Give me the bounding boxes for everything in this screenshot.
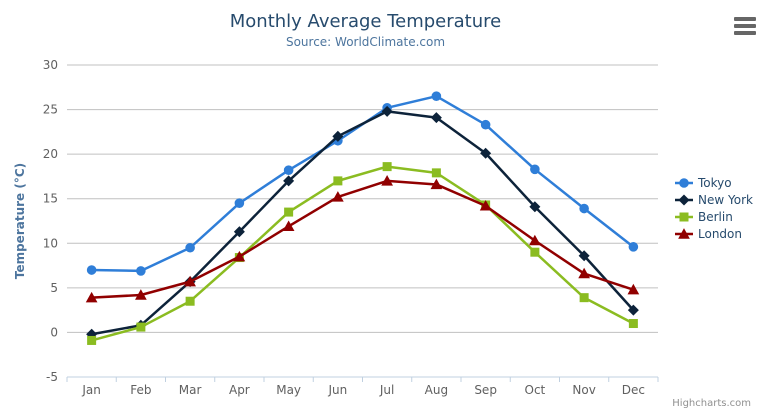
- series-point-new-york[interactable]: [283, 175, 295, 187]
- legend-symbol-marker: [678, 228, 690, 239]
- series-point-new-york[interactable]: [627, 304, 639, 316]
- series-point-london[interactable]: [135, 289, 147, 300]
- series-point-berlin[interactable]: [431, 168, 441, 178]
- series-point-berlin[interactable]: [530, 247, 540, 257]
- series-point-berlin[interactable]: [333, 176, 343, 186]
- series-point-new-york[interactable]: [529, 201, 541, 213]
- series-point-london[interactable]: [282, 220, 295, 232]
- series-point-london[interactable]: [578, 267, 590, 279]
- legend-item-berlin[interactable]: Berlin: [674, 210, 753, 224]
- series-point-berlin[interactable]: [382, 162, 392, 172]
- y-axis-tick-label: 30: [43, 58, 58, 72]
- series-point-london[interactable]: [85, 291, 98, 303]
- series-london: [85, 175, 640, 303]
- series-point-tokyo[interactable]: [480, 119, 491, 130]
- legend-marker-square-icon: [675, 212, 693, 222]
- x-axis-tick-label: Sep: [474, 383, 497, 397]
- series-point-tokyo[interactable]: [579, 203, 589, 214]
- legend-item-tokyo[interactable]: Tokyo: [674, 176, 753, 190]
- legend-item-london[interactable]: London: [674, 227, 753, 241]
- series-point-tokyo[interactable]: [185, 242, 195, 253]
- series-point-london[interactable]: [627, 283, 640, 295]
- series-point-new-york[interactable]: [480, 147, 492, 159]
- series-point-tokyo[interactable]: [628, 242, 639, 252]
- context-menu-button[interactable]: [731, 14, 759, 38]
- x-axis-tick-label: May: [276, 383, 301, 397]
- y-axis-tick-label: -5: [46, 370, 58, 384]
- series-new-york: [86, 105, 639, 340]
- series-point-london[interactable]: [430, 178, 443, 190]
- series-point-london[interactable]: [529, 234, 541, 246]
- series-point-new-york[interactable]: [381, 105, 393, 117]
- x-axis-tick-label: Jan: [81, 383, 101, 397]
- series-point-berlin[interactable]: [185, 296, 195, 306]
- x-axis-tick-label: Oct: [525, 383, 546, 397]
- legend-marker-circle-icon: [675, 178, 693, 188]
- x-axis-tick-label: Nov: [572, 383, 595, 397]
- series-point-tokyo[interactable]: [431, 91, 442, 101]
- y-axis-tick-label: 10: [43, 236, 58, 250]
- hamburger-icon: [734, 17, 756, 35]
- y-axis-tick-label: 25: [43, 103, 58, 117]
- series-point-berlin[interactable]: [579, 293, 589, 303]
- y-axis-tick-label: 20: [43, 147, 58, 161]
- legend-symbol-marker: [678, 194, 690, 206]
- legend-symbol-marker: [679, 178, 689, 188]
- series-point-tokyo[interactable]: [283, 165, 294, 175]
- series-point-berlin[interactable]: [87, 335, 97, 345]
- series-line-tokyo[interactable]: [90, 94, 635, 273]
- series-line-berlin[interactable]: [90, 165, 635, 342]
- x-axis-tick-label: Jun: [328, 383, 348, 397]
- series-point-london[interactable]: [184, 275, 196, 287]
- series-point-new-york[interactable]: [578, 250, 590, 262]
- x-axis-tick-label: Jul: [379, 383, 394, 397]
- series-point-berlin[interactable]: [284, 207, 294, 217]
- hamburger-bar: [734, 31, 756, 35]
- x-axis-tick-label: Dec: [622, 383, 645, 397]
- hamburger-bar: [734, 24, 756, 28]
- series-point-berlin[interactable]: [136, 322, 146, 332]
- legend-label: Berlin: [698, 210, 733, 224]
- series-point-tokyo[interactable]: [136, 266, 146, 276]
- series-point-london[interactable]: [479, 200, 492, 211]
- legend: Tokyo New York Berlin London: [674, 176, 753, 244]
- y-axis-title: Temperature (°C): [13, 162, 27, 280]
- chart-subtitle: Source: WorldClimate.com: [285, 35, 446, 49]
- legend-symbol-marker: [679, 212, 689, 222]
- y-axis-tick-label: 5: [50, 281, 58, 295]
- legend-label: Tokyo: [698, 176, 732, 190]
- series-point-london[interactable]: [332, 191, 344, 202]
- hamburger-bar: [734, 17, 756, 21]
- credits-link[interactable]: Highcharts.com: [672, 398, 751, 409]
- series-tokyo: [86, 91, 639, 276]
- x-axis-tick-label: Feb: [130, 383, 151, 397]
- series-point-new-york[interactable]: [233, 226, 245, 238]
- series-point-berlin[interactable]: [628, 319, 638, 329]
- series-point-london[interactable]: [233, 250, 246, 262]
- series-point-tokyo[interactable]: [530, 164, 540, 175]
- x-axis-tick-label: Aug: [425, 383, 448, 397]
- legend-label: London: [698, 227, 742, 241]
- y-axis-tick-label: 0: [50, 325, 58, 339]
- legend-marker-triangle-icon: [675, 228, 693, 239]
- y-axis-tick-label: 15: [43, 192, 58, 206]
- series-point-london[interactable]: [381, 175, 393, 186]
- series-line-new-york[interactable]: [90, 110, 635, 336]
- chart-title: Monthly Average Temperature: [229, 11, 502, 32]
- series-point-tokyo[interactable]: [234, 198, 245, 208]
- series-line-london[interactable]: [90, 179, 635, 299]
- series-point-tokyo[interactable]: [86, 265, 97, 275]
- legend-item-new-york[interactable]: New York: [674, 193, 753, 207]
- x-axis-tick-label: Apr: [229, 383, 250, 397]
- series-point-new-york[interactable]: [430, 112, 442, 124]
- legend-label: New York: [698, 193, 753, 207]
- series-berlin: [87, 162, 638, 345]
- series-point-new-york[interactable]: [332, 130, 344, 142]
- x-axis-tick-label: Mar: [179, 383, 202, 397]
- legend-marker-diamond-icon: [675, 194, 693, 206]
